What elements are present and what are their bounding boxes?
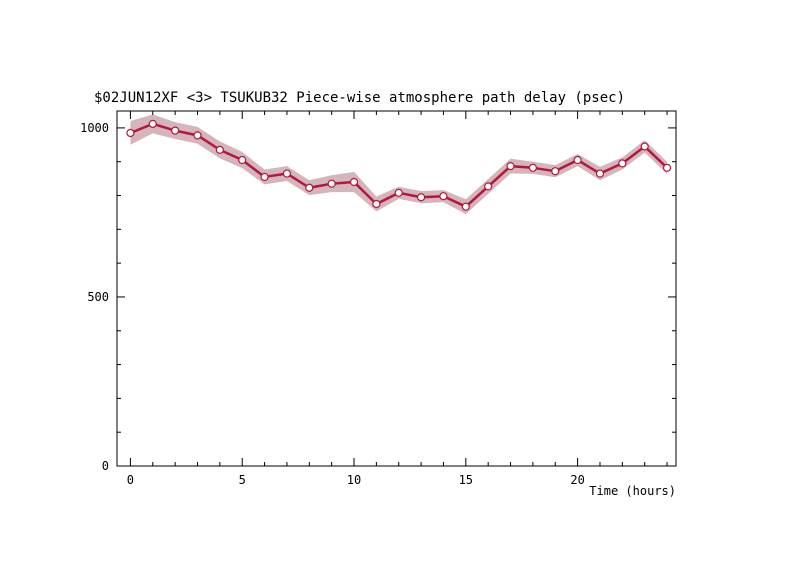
y-tick-label: 500 [87, 290, 109, 304]
x-tick-label: 0 [127, 473, 134, 487]
data-point [595, 169, 605, 178]
data-point [305, 183, 314, 192]
data-point [640, 142, 649, 151]
x-axis-label: Time (hours) [589, 484, 676, 498]
data-point [439, 192, 448, 201]
data-point [215, 145, 224, 154]
x-tick-label: 5 [239, 473, 246, 487]
x-tick-label: 20 [570, 473, 584, 487]
y-tick-label: 0 [102, 459, 109, 473]
data-point [260, 172, 269, 182]
data-point-layer [126, 119, 672, 211]
plot-frame [116, 110, 677, 467]
x-tick-label: 15 [459, 473, 473, 487]
data-point [484, 182, 493, 191]
data-point [528, 163, 537, 172]
data-point [327, 179, 336, 188]
data-point [349, 177, 359, 187]
y-axis: 0 500 1000 [80, 121, 676, 473]
data-point [551, 167, 560, 176]
data-point [506, 162, 515, 171]
data-point [618, 159, 627, 168]
data-point [126, 128, 135, 138]
data-point [394, 188, 403, 197]
data-point [282, 169, 292, 178]
data-point [573, 155, 582, 165]
data-point [171, 126, 180, 135]
data-point [662, 163, 672, 172]
data-point [148, 119, 157, 128]
data-point [193, 131, 202, 140]
x-tick-label: 10 [347, 473, 361, 487]
data-point [461, 202, 470, 211]
y-tick-label: 1000 [80, 121, 109, 135]
data-point [372, 199, 381, 209]
chart-title: $02JUN12XF <3> TSUKUB32 Piece-wise atmos… [94, 90, 625, 106]
data-point [238, 155, 247, 165]
x-axis: 0 5 10 15 20 [127, 111, 668, 487]
data-point [416, 193, 426, 202]
